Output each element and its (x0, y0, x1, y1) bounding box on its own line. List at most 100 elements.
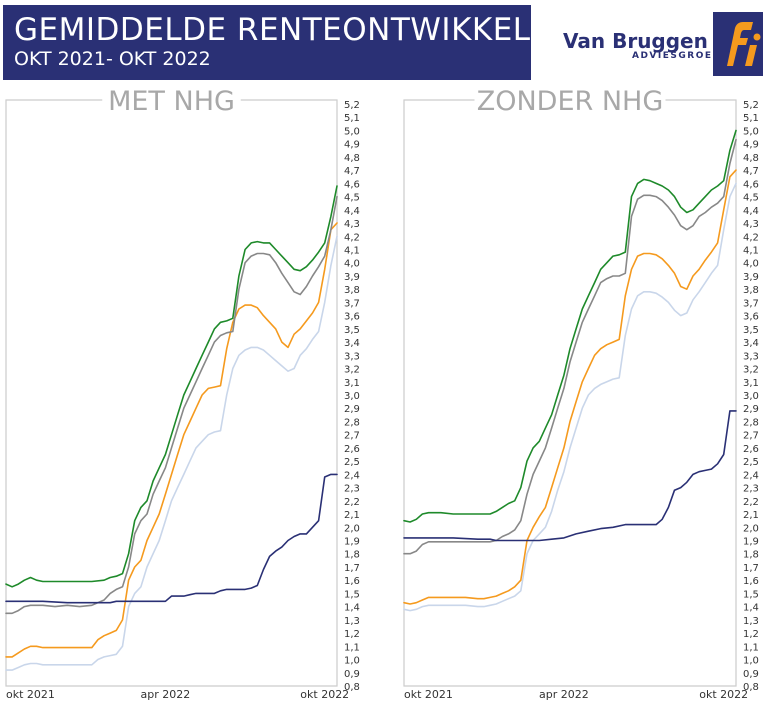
x-tick-label: okt 2022 (699, 688, 748, 701)
y-tick-label: 4,6 (344, 179, 360, 190)
y-tick-label: 3,8 (743, 285, 759, 296)
y-tick-label: 2,2 (743, 497, 759, 508)
brand-name: Van Bruggen (563, 29, 708, 53)
series-line-gray (5, 195, 338, 615)
y-tick-label: 4,1 (743, 246, 759, 257)
y-tick-label: 3,1 (344, 378, 360, 389)
title-banner (3, 5, 531, 80)
y-tick-label: 1,9 (344, 537, 360, 548)
x-tick-label: okt 2022 (300, 688, 349, 701)
y-tick-label: 3,6 (344, 312, 360, 323)
series-line-lightblue (403, 182, 737, 612)
y-tick-label: 2,7 (743, 431, 759, 442)
y-tick-label: 3,4 (743, 338, 759, 349)
y-tick-label: 4,2 (344, 232, 360, 243)
y-tick-label: 1,2 (344, 629, 360, 640)
y-tick-label: 4,4 (344, 206, 360, 217)
y-tick-label: 1,5 (743, 589, 759, 600)
chart-frame (5, 99, 338, 687)
y-tick-label: 0,8 (743, 682, 759, 693)
brand-logo (713, 12, 763, 76)
series-line-orange (403, 169, 737, 605)
chart-frame (403, 99, 737, 687)
y-tick-label: 3,0 (743, 391, 759, 402)
y-tick-label: 2,4 (344, 470, 360, 481)
chart-zonder-nhg: ZONDER NHG 0,8 0,9 1,0 1,1 1,2 1,3 1,4 1,5 1,6 1,7… (403, 86, 759, 701)
y-tick-label: 2,4 (743, 470, 759, 481)
y-tick-label: 4,6 (743, 179, 759, 190)
series-line-green (5, 185, 338, 588)
sub-title: OKT 2021- OKT 2022 (14, 48, 211, 70)
y-tick-label: 3,3 (743, 351, 759, 362)
y-tick-label: 4,3 (743, 219, 759, 230)
y-tick-label: 5,1 (743, 113, 759, 124)
y-tick-label: 4,2 (743, 232, 759, 243)
y-tick-label: 4,9 (344, 140, 360, 151)
series-line-orange (5, 222, 338, 658)
y-tick-label: 3,9 (743, 272, 759, 283)
y-tick-label: 4,1 (344, 246, 360, 257)
y-tick-label: 3,5 (344, 325, 360, 336)
y-tick-label: 1,2 (743, 629, 759, 640)
y-tick-label: 4,0 (344, 259, 360, 270)
y-tick-label: 1,8 (743, 550, 759, 561)
y-tick-label: 0,9 (743, 669, 759, 680)
y-tick-label: 1,0 (344, 656, 360, 667)
y-tick-label: 1,6 (344, 576, 360, 587)
y-tick-label: 2,5 (743, 457, 759, 468)
y-tick-label: 1,5 (344, 589, 360, 600)
y-tick-label: 3,8 (344, 285, 360, 296)
y-tick-label: 2,5 (344, 457, 360, 468)
y-tick-label: 2,8 (344, 417, 360, 428)
y-tick-label: 4,7 (743, 166, 759, 177)
chart-met-nhg: MET NHG 0,8 0,9 1,0 1,1 1,2 1,3 1,4 1,5 1,6 1,7 1,8… (5, 86, 360, 701)
y-tick-label: 4,5 (344, 193, 360, 204)
main-title: GEMIDDELDE RENTEONTWIKKELING (14, 12, 589, 48)
y-tick-label: 3,3 (344, 351, 360, 362)
brand-subtitle: ADVIESGROEP (632, 51, 721, 61)
y-tick-label: 1,3 (743, 616, 759, 627)
y-tick-label: 5,0 (743, 126, 759, 137)
y-tick-label: 3,6 (743, 312, 759, 323)
y-tick-label: 5,2 (743, 100, 759, 111)
y-tick-label: 2,2 (344, 497, 360, 508)
y-tick-label: 1,9 (743, 537, 759, 548)
y-tick-label: 3,2 (344, 365, 360, 376)
y-tick-label: 2,1 (344, 510, 360, 521)
y-tick-label: 4,0 (743, 259, 759, 270)
y-tick-label: 1,6 (743, 576, 759, 587)
y-tick-label: 3,5 (743, 325, 759, 336)
chart-title: MET NHG (108, 86, 235, 117)
y-tick-label: 4,8 (344, 153, 360, 164)
series-line-navy (5, 473, 338, 604)
charts-area: MET NHG 0,8 0,9 1,0 1,1 1,2 1,3 1,4 1,5 1,6 1,7 1,8… (5, 86, 759, 701)
y-tick-label: 4,7 (344, 166, 360, 177)
y-tick-label: 1,0 (743, 656, 759, 667)
y-tick-label: 0,9 (344, 669, 360, 680)
y-tick-label: 4,5 (743, 193, 759, 204)
x-tick-label: okt 2021 (6, 688, 55, 701)
y-tick-label: 2,3 (743, 484, 759, 495)
y-tick-label: 1,8 (344, 550, 360, 561)
y-tick-label: 2,0 (344, 523, 360, 534)
y-tick-label: 3,4 (344, 338, 360, 349)
y-tick-label: 4,8 (743, 153, 759, 164)
y-tick-label: 4,9 (743, 140, 759, 151)
y-tick-label: 0,8 (344, 682, 360, 693)
x-tick-label: okt 2021 (404, 688, 453, 701)
y-tick-label: 2,8 (743, 417, 759, 428)
y-tick-label: 3,7 (344, 298, 360, 309)
y-tick-label: 1,7 (344, 563, 360, 574)
y-tick-label: 1,1 (743, 642, 759, 653)
y-tick-label: 4,3 (344, 219, 360, 230)
y-tick-label: 1,1 (344, 642, 360, 653)
y-tick-label: 2,1 (743, 510, 759, 521)
y-tick-label: 1,3 (344, 616, 360, 627)
y-tick-label: 5,0 (344, 126, 360, 137)
y-tick-label: 1,4 (743, 603, 759, 614)
y-tick-label: 5,2 (344, 100, 360, 111)
x-tick-label: apr 2022 (539, 688, 589, 701)
y-tick-label: 2,3 (344, 484, 360, 495)
y-tick-label: 3,2 (743, 365, 759, 376)
y-tick-label: 5,1 (344, 113, 360, 124)
